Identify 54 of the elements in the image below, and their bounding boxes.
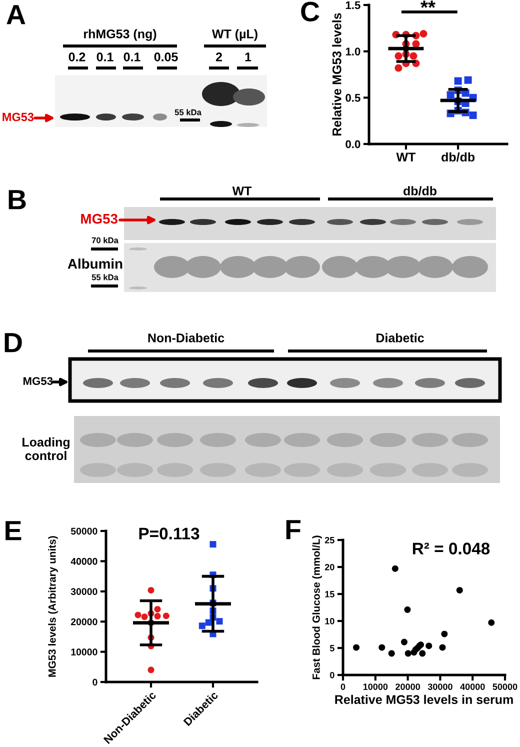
y-tick-label: 20: [324, 564, 334, 570]
x-axis-title: Relative MG53 levels in serum: [335, 694, 513, 704]
text: 0.2: [68, 52, 86, 62]
chart-title: E: [6, 521, 22, 540]
y-tick-label: 1.5: [346, 1, 360, 10]
y-tick-label: 0.5: [346, 94, 360, 102]
text: db/db: [404, 186, 436, 196]
annotation: **: [420, 0, 436, 8]
text: rhMG53 (ng): [84, 29, 156, 41]
text: 0.1: [96, 52, 114, 62]
y-axis-title: Fast Blood Glucose (mmol/L): [312, 536, 322, 680]
y-axis-title: Relative MG53 levels: [332, 13, 342, 136]
y-tick-label: 5: [330, 645, 334, 652]
text: 1: [245, 52, 252, 62]
text: 70 kDa: [92, 237, 118, 244]
y-tick-label: 40000: [70, 558, 98, 565]
x-tick-label: 0: [340, 684, 346, 690]
text: MG53: [23, 377, 53, 385]
y-tick-label: 1.0: [346, 48, 360, 56]
y-tick-label: 15: [325, 591, 334, 598]
annotation: P=0.113: [139, 528, 200, 540]
text: Non-Diabetic: [148, 333, 224, 342]
x-tick-label: 50000: [492, 684, 518, 690]
y-tick-label: 30000: [70, 588, 98, 596]
y-tick-label: 20000: [70, 618, 98, 626]
x-tick-label: 10000: [363, 684, 388, 690]
text: B: [8, 190, 26, 210]
annotation: R² = 0.048: [412, 542, 490, 554]
x-tick-label: 30000: [428, 684, 452, 690]
text: 2: [216, 52, 222, 62]
x-tick-label: 40000: [460, 684, 485, 690]
text: Diabetic: [376, 333, 424, 342]
text: 55 kDa: [174, 109, 202, 116]
text: Albumin: [68, 258, 122, 269]
chart-title: F: [286, 520, 300, 540]
y-tick-label: 0: [330, 672, 334, 678]
y-tick-label: 10: [325, 618, 334, 624]
text: MG53: [81, 214, 118, 224]
text: WT: [232, 186, 252, 196]
text: Loading control: [22, 437, 70, 460]
text: MG53: [2, 112, 34, 122]
text: A: [6, 5, 26, 24]
chart-title: C: [301, 2, 320, 22]
text: D: [4, 333, 22, 352]
x-tick-label: 20000: [396, 684, 420, 690]
y-tick-label: 50000: [70, 528, 98, 535]
y-tick-label: 0.0: [346, 140, 360, 148]
y-axis-title: MG53 levels (Arbitrary units): [48, 536, 58, 677]
y-tick-label: 25: [324, 536, 334, 544]
text: 0.05: [154, 52, 178, 62]
text: 55 kDa: [92, 274, 118, 280]
text: 0.1: [124, 52, 140, 62]
text: WT (µL): [212, 29, 258, 41]
y-tick-label: 10000: [71, 648, 98, 656]
